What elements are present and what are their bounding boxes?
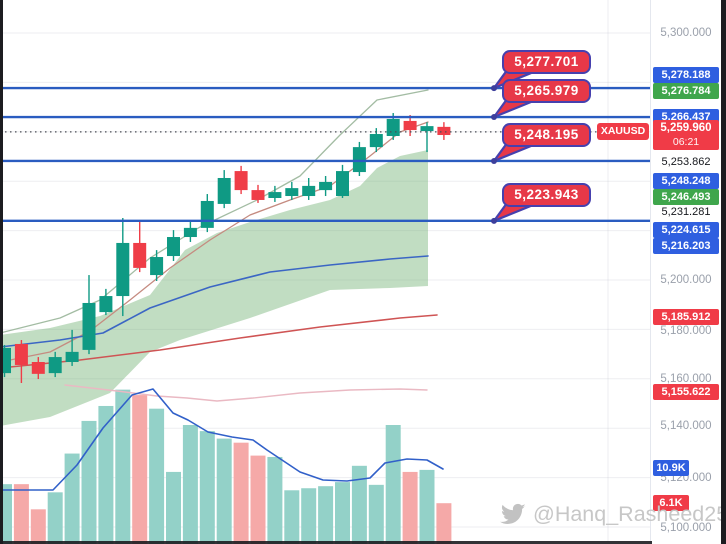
volume-bar: [233, 442, 249, 544]
axis-price-label: 5,140.000: [660, 420, 712, 432]
volume-bar: [216, 438, 232, 544]
volume-bar: [182, 425, 198, 544]
volume-bar: [335, 482, 350, 544]
volume-bar: [166, 471, 181, 544]
symbol-price-label: XAUUSD: [597, 123, 649, 141]
indicator-band-fill: [0, 150, 428, 426]
line-anchor-dot: [491, 85, 497, 92]
ma-mid-line: [0, 255, 429, 348]
candle-body: [420, 126, 434, 132]
volume-bar: [402, 471, 418, 544]
candle-body: [234, 171, 248, 191]
candle-body: [48, 357, 62, 374]
axis-price-label: 5,100.000: [660, 522, 712, 534]
axis-price-label: 5,185.912: [653, 309, 719, 325]
axis-price-label: 5,253.862: [653, 154, 719, 170]
axis-price-label: 5,300.000: [660, 27, 712, 39]
volume-bar: [301, 488, 317, 544]
line-anchor-dot: [491, 157, 497, 164]
volume-bar: [436, 503, 452, 544]
volume-bar: [250, 455, 266, 544]
volume-bar: [199, 431, 215, 544]
candle-body: [65, 351, 79, 363]
volume-bar: [267, 456, 283, 544]
candle-body: [150, 257, 164, 276]
candle-body: [285, 188, 299, 197]
candle-body: [403, 120, 417, 131]
volume-bar: [0, 484, 12, 544]
twitter-bird-icon: [500, 503, 526, 524]
candle-body: [133, 242, 147, 268]
axis-price-label: 5,200.000: [660, 274, 712, 286]
volume-bar: [13, 484, 29, 544]
volume-bar: [149, 408, 165, 544]
volume-bar: [81, 420, 97, 544]
candle-body: [352, 147, 366, 173]
candle-body: [251, 190, 265, 200]
volume-bar: [98, 405, 114, 544]
volume-bar: [368, 484, 384, 544]
volume-bar: [64, 453, 80, 544]
volume-bar: [351, 465, 367, 544]
volume-bar: [419, 469, 435, 544]
candle-body: [82, 302, 96, 350]
volume-bar: [30, 509, 46, 544]
axis-price-label: 5,231.281: [653, 204, 719, 220]
line-anchor-dot: [491, 114, 497, 121]
watermark: @Hanq_Rasheed25: [500, 501, 726, 527]
volume-bar: [318, 486, 334, 544]
candle-body: [183, 227, 197, 238]
price-callout[interactable]: 5,265.979: [502, 79, 591, 104]
axis-price-label: 5,155.622: [653, 384, 719, 400]
window-right-border: [721, 0, 726, 544]
candle-body: [167, 237, 180, 257]
candle-body: [369, 134, 383, 148]
price-axis[interactable]: 5,300.000 5,278.188 5,276.784 5,266.437 5,25…: [650, 0, 722, 544]
current-price-box: 5,259.960 06:21: [653, 119, 719, 150]
window-bottom-border: [0, 541, 652, 544]
axis-price-label: 10.9K: [653, 460, 689, 476]
volume-bar: [132, 395, 148, 544]
candle-body: [14, 343, 28, 365]
axis-price-label: 5,224.615: [653, 222, 719, 238]
candle-body: [437, 126, 451, 136]
price-callout[interactable]: 5,277.701: [502, 50, 591, 75]
volume-bar: [47, 492, 63, 544]
axis-price-label: 5,248.248: [653, 173, 719, 189]
candle-body: [336, 171, 349, 197]
volume-bar: [385, 425, 401, 544]
candle-body: [386, 118, 400, 136]
volume-bar: [115, 389, 131, 544]
candle-body: [319, 181, 333, 191]
candle-body: [116, 242, 130, 297]
volume-bar: [284, 490, 300, 544]
axis-price-label: 5,276.784: [653, 83, 719, 99]
price-callout[interactable]: 5,223.943: [502, 182, 591, 207]
candle-body: [200, 200, 214, 228]
axis-price-label: 5,160.000: [660, 373, 712, 385]
ma-slow-line: [0, 314, 438, 369]
candle-body: [99, 296, 113, 313]
volume-ma-blue-line: [0, 388, 444, 491]
candle-body: [217, 177, 231, 204]
current-price-value: 5,259.960: [660, 121, 712, 134]
line-anchor-dot: [491, 217, 497, 224]
watermark-handle: @Hanq_Rasheed25: [533, 501, 726, 526]
axis-price-label: 5,180.000: [660, 325, 712, 337]
window-left-border: [0, 0, 3, 544]
candle-body: [302, 185, 316, 197]
axis-price-label: 5,278.188: [653, 67, 719, 83]
axis-price-label: 6.1K: [653, 495, 689, 511]
axis-price-label: 5,246.493: [653, 189, 719, 205]
candle-body: [0, 347, 11, 374]
candle-body: [268, 192, 282, 198]
price-callout[interactable]: 5,248.195: [502, 122, 591, 147]
candle-body: [31, 362, 45, 374]
bar-countdown: 06:21: [672, 135, 700, 148]
axis-price-label: 5,216.203: [653, 238, 719, 254]
